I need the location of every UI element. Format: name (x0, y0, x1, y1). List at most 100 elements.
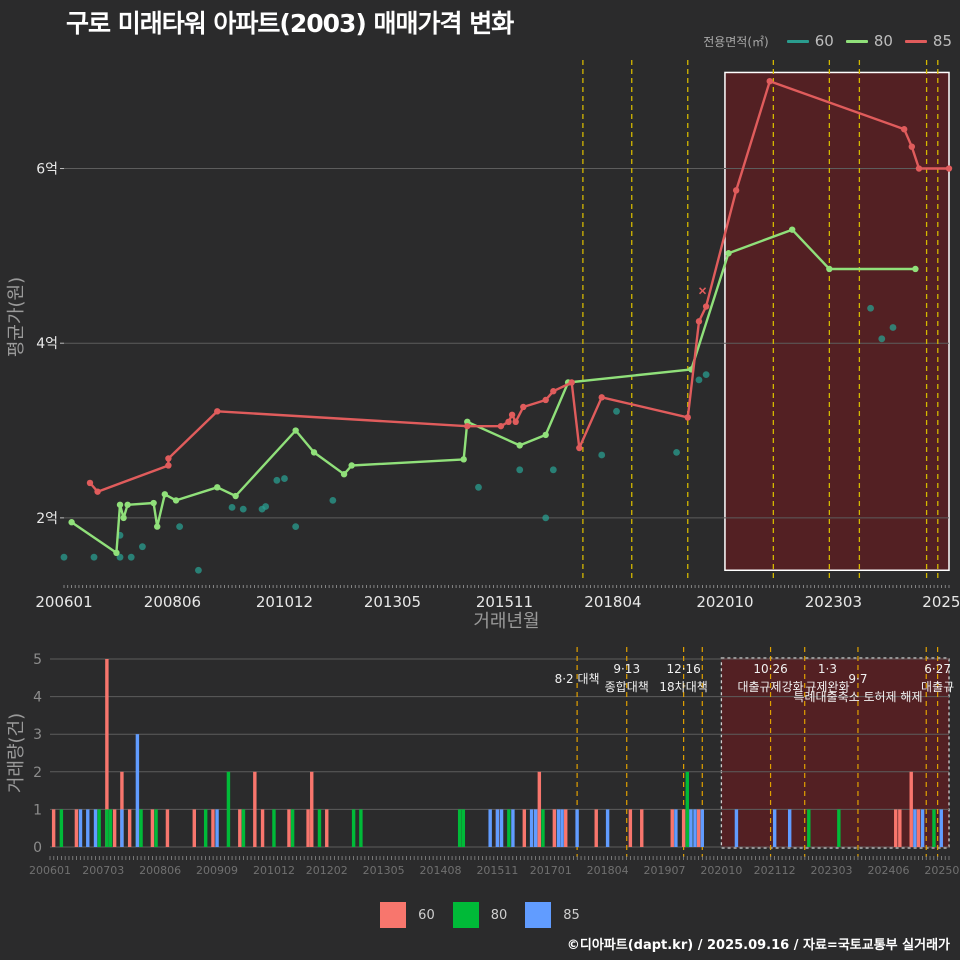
point-85 (732, 187, 740, 194)
bar-85 (135, 734, 140, 847)
x-tick-label: 200806 (144, 593, 201, 611)
bar-80 (351, 809, 356, 847)
bar-x-tick-label: 201408 (420, 864, 462, 877)
bar-legend-swatch-80 (452, 902, 479, 928)
point-60 (116, 553, 124, 561)
point-85 (568, 379, 575, 386)
point-80 (310, 449, 318, 456)
bar-85 (772, 809, 777, 847)
point-60 (228, 503, 236, 511)
bar-60 (165, 809, 170, 847)
x-tick-label: 2025 (922, 593, 960, 611)
bar-85 (560, 809, 564, 847)
bar-60 (127, 809, 132, 847)
point-80 (912, 265, 919, 273)
bar-85 (215, 809, 219, 847)
point-60 (702, 371, 710, 379)
bar-80 (541, 809, 545, 847)
bar-60 (564, 809, 568, 847)
legend-top-title: 전용면적(㎡) (703, 34, 769, 49)
point-60 (262, 503, 270, 510)
y-tick-label: 6억 (36, 162, 58, 178)
bar-y-tick-label: 2 (33, 765, 42, 781)
point-85 (464, 422, 471, 430)
bar-x-tick-label: 202509 (924, 864, 960, 877)
bar-60 (112, 809, 117, 847)
bar-60 (74, 809, 79, 847)
bar-x-tick-label: 200601 (29, 864, 71, 877)
bar-80 (932, 809, 936, 847)
x-axis-title: 거래년월 (473, 611, 539, 632)
x-tick-label: 201804 (584, 593, 641, 611)
point-60 (329, 497, 337, 504)
x-tick-label: 201511 (476, 593, 533, 611)
point-85 (576, 444, 583, 452)
bar-y-tick-label: 0 (33, 840, 42, 856)
bar-80 (226, 771, 231, 847)
point-80 (68, 519, 75, 526)
point-85 (684, 414, 691, 421)
policy-annotation: 6·27 (924, 662, 951, 676)
point-85 (550, 388, 557, 395)
bar-80 (457, 809, 462, 847)
point-85 (512, 418, 519, 425)
point-80 (232, 492, 239, 500)
bar-legend-swatch-85 (525, 902, 552, 928)
y-tick-label: 4억 (36, 336, 58, 352)
highlight-region (724, 71, 950, 572)
point-85 (86, 479, 94, 487)
bar-85 (533, 809, 538, 847)
bar-x-tick-label: 200703 (82, 864, 124, 877)
bar-85 (529, 809, 534, 847)
bar-80 (272, 809, 276, 847)
bar-80 (807, 809, 811, 847)
bar-60 (287, 809, 291, 847)
point-60 (889, 324, 897, 331)
bar-y-axis-title: 거래량(건) (6, 713, 27, 793)
bar-x-tick-label: 202406 (867, 864, 909, 877)
bar-85 (511, 809, 515, 847)
point-85 (165, 462, 172, 469)
point-60 (549, 466, 557, 474)
bar-80 (241, 809, 246, 847)
point-80 (725, 250, 732, 257)
bar-80 (685, 771, 689, 847)
point-85 (915, 165, 923, 172)
bar-85 (93, 809, 98, 847)
bar-x-tick-label: 201202 (306, 864, 348, 877)
bar-85 (689, 809, 693, 847)
bar-60 (51, 809, 56, 847)
bar-x-tick-label: 202112 (754, 864, 796, 877)
policy-annotation: 10·26 (753, 662, 787, 676)
legend-item-85: 85 (904, 32, 952, 50)
bar-legend-label-80: 80 (490, 907, 508, 923)
bar-80 (108, 809, 113, 847)
bar-85 (120, 809, 124, 847)
bar-legend-item-85: 85 (525, 902, 580, 928)
bar-80 (97, 809, 101, 847)
bar-80 (837, 809, 841, 847)
point-60 (281, 475, 288, 482)
point-85 (542, 396, 549, 404)
legend-bottom: 60 80 85 (0, 902, 960, 928)
point-60 (516, 466, 524, 474)
point-80 (116, 501, 124, 508)
bar-85 (605, 809, 610, 847)
point-85 (508, 411, 516, 419)
bar-85 (700, 809, 704, 847)
y-tick-label: 2억 (36, 511, 58, 527)
bar-60 (909, 771, 913, 847)
point-85 (505, 418, 512, 425)
bar-60 (628, 809, 633, 847)
bar-80 (359, 809, 363, 847)
bar-60 (640, 809, 644, 847)
bar-85 (734, 809, 739, 847)
bar-x-tick-label: 201804 (587, 864, 629, 877)
bar-80 (317, 809, 322, 847)
policy-annotation: 12·16 (666, 662, 700, 676)
point-80 (161, 491, 169, 498)
point-80 (516, 442, 523, 449)
point-60 (673, 448, 680, 456)
point-60 (878, 335, 886, 343)
